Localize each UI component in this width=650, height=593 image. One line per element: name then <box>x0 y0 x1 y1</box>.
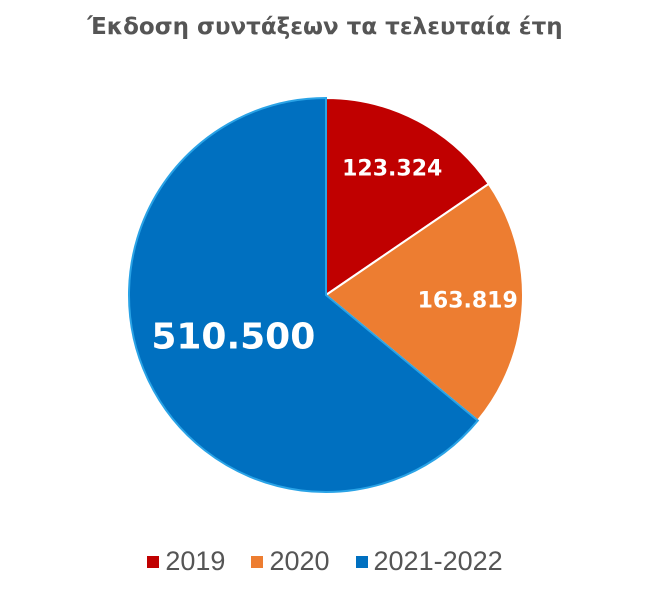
legend-item-2020: 2020 <box>251 546 330 577</box>
pie-slice-2019 <box>325 96 491 297</box>
data-label-2021-2022: 510.500 <box>151 317 315 358</box>
legend-label: 2021-2022 <box>373 546 503 576</box>
legend-label: 2019 <box>165 546 226 576</box>
legend-item-2019: 2019 <box>147 546 225 577</box>
legend-swatch <box>147 555 160 568</box>
legend-item-2021-2022: 2021-2022 <box>355 546 503 577</box>
pie-slice-2021-2022 <box>128 96 480 493</box>
chart-title: Έκδοση συντάξεων τα τελευταία έτη <box>87 14 563 40</box>
legend-label: 2020 <box>269 546 330 576</box>
data-label-2019: 123.324 <box>342 157 442 182</box>
data-label-2020: 163.819 <box>418 289 518 314</box>
legend-swatch <box>355 555 368 568</box>
pie-slice-2020 <box>324 182 524 422</box>
legend: 2019 2020 2021-2022 <box>0 546 650 577</box>
legend-swatch <box>251 555 264 568</box>
